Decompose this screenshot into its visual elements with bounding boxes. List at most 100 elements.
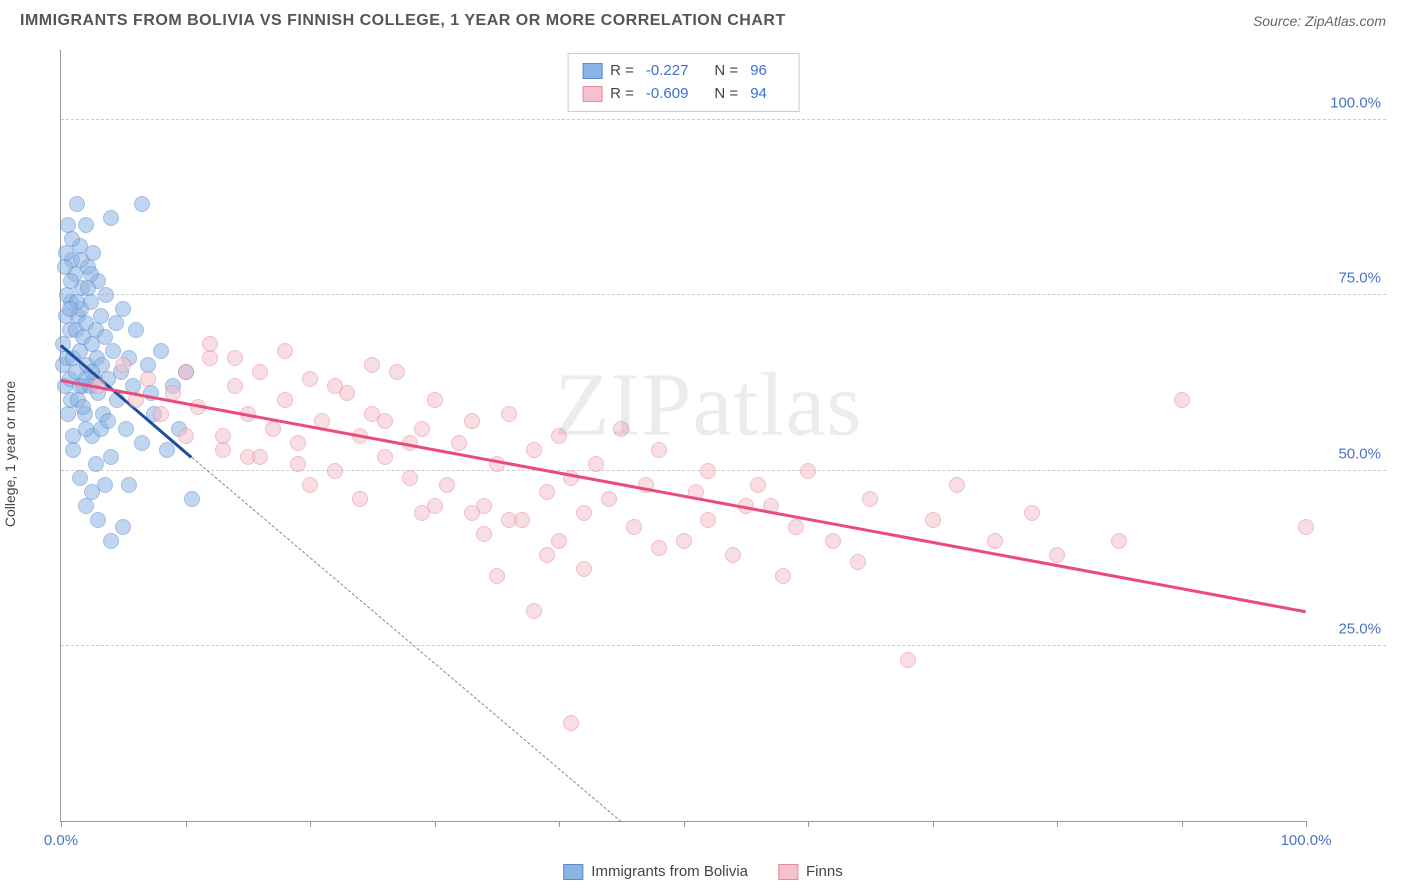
- data-point: [64, 231, 80, 247]
- data-point: [90, 512, 106, 528]
- data-point: [389, 364, 405, 380]
- data-point: [800, 463, 816, 479]
- data-point: [539, 484, 555, 500]
- legend-item-finns: Finns: [778, 863, 843, 880]
- legend-label-finns: Finns: [806, 863, 843, 880]
- data-point: [83, 266, 99, 282]
- data-point: [115, 301, 131, 317]
- data-point: [227, 378, 243, 394]
- data-point: [402, 470, 418, 486]
- data-point: [153, 343, 169, 359]
- legend-row-bolivia: R = -0.227 N = 96: [582, 60, 785, 83]
- chart-area: R = -0.227 N = 96 R = -0.609 N = 94 ZIPa…: [50, 50, 1386, 842]
- legend-swatch-bolivia: [563, 864, 583, 880]
- source-prefix: Source:: [1253, 13, 1305, 29]
- data-point: [576, 505, 592, 521]
- x-tick: [435, 821, 436, 827]
- n-value-bolivia: 96: [750, 60, 767, 83]
- data-point: [159, 442, 175, 458]
- data-point: [103, 449, 119, 465]
- y-tick-label: 50.0%: [1338, 445, 1381, 462]
- data-point: [277, 343, 293, 359]
- data-point: [184, 491, 200, 507]
- data-point: [290, 435, 306, 451]
- data-point: [178, 428, 194, 444]
- data-point: [1111, 533, 1127, 549]
- x-tick: [1306, 821, 1307, 827]
- data-point: [78, 498, 94, 514]
- data-point: [108, 315, 124, 331]
- data-point: [464, 413, 480, 429]
- data-point: [526, 442, 542, 458]
- data-point: [563, 715, 579, 731]
- data-point: [352, 491, 368, 507]
- data-point: [115, 357, 131, 373]
- data-point: [65, 442, 81, 458]
- data-point: [1298, 519, 1314, 535]
- source-link[interactable]: ZipAtlas.com: [1305, 13, 1386, 29]
- legend-swatch-finns: [778, 864, 798, 880]
- data-point: [576, 561, 592, 577]
- data-point: [613, 421, 629, 437]
- x-tick-label: 100.0%: [1281, 832, 1332, 849]
- data-point: [987, 533, 1003, 549]
- x-tick: [684, 821, 685, 827]
- data-point: [153, 406, 169, 422]
- x-tick: [933, 821, 934, 827]
- x-tick: [61, 821, 62, 827]
- data-point: [83, 294, 99, 310]
- correlation-legend: R = -0.227 N = 96 R = -0.609 N = 94: [567, 53, 800, 112]
- data-point: [227, 350, 243, 366]
- data-point: [98, 287, 114, 303]
- data-point: [725, 547, 741, 563]
- data-point: [775, 568, 791, 584]
- data-point: [476, 526, 492, 542]
- data-point: [103, 210, 119, 226]
- data-point: [626, 519, 642, 535]
- x-tick: [559, 821, 560, 827]
- watermark-atlas: atlas: [692, 355, 862, 454]
- x-tick: [808, 821, 809, 827]
- chart-title: IMMIGRANTS FROM BOLIVIA VS FINNISH COLLE…: [20, 12, 786, 30]
- data-point: [327, 378, 343, 394]
- data-point: [73, 252, 89, 268]
- source-attribution: Source: ZipAtlas.com: [1253, 13, 1386, 29]
- data-point: [103, 533, 119, 549]
- data-point: [489, 568, 505, 584]
- data-point: [265, 421, 281, 437]
- r-value-bolivia: -0.227: [646, 60, 689, 83]
- data-point: [700, 463, 716, 479]
- r-value-finns: -0.609: [646, 83, 689, 106]
- data-point: [277, 392, 293, 408]
- scatter-plot: R = -0.227 N = 96 R = -0.609 N = 94 ZIPa…: [60, 50, 1306, 822]
- data-point: [651, 540, 667, 556]
- data-point: [526, 603, 542, 619]
- x-tick: [1182, 821, 1183, 827]
- data-point: [501, 406, 517, 422]
- data-point: [80, 280, 96, 296]
- data-point: [78, 421, 94, 437]
- data-point: [414, 421, 430, 437]
- data-point: [97, 477, 113, 493]
- data-point: [302, 477, 318, 493]
- data-point: [118, 421, 134, 437]
- data-point: [72, 470, 88, 486]
- data-point: [601, 491, 617, 507]
- data-point: [178, 364, 194, 380]
- grid-line: [61, 294, 1386, 295]
- data-point: [551, 533, 567, 549]
- y-axis-label: College, 1 year or more: [2, 381, 18, 527]
- data-point: [551, 428, 567, 444]
- data-point: [134, 196, 150, 212]
- grid-line: [61, 119, 1386, 120]
- data-point: [364, 357, 380, 373]
- data-point: [93, 308, 109, 324]
- data-point: [788, 519, 804, 535]
- x-tick: [186, 821, 187, 827]
- data-point: [88, 456, 104, 472]
- grid-line: [61, 470, 1386, 471]
- data-point: [60, 406, 76, 422]
- data-point: [651, 442, 667, 458]
- n-label: N =: [714, 83, 738, 106]
- data-point: [451, 435, 467, 451]
